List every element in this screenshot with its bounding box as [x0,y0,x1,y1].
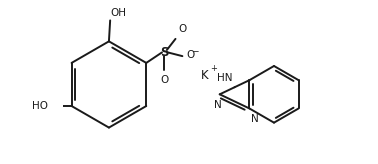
Text: S: S [160,46,169,59]
Text: O: O [160,75,169,85]
Text: +: + [210,64,217,73]
Text: HO: HO [33,101,48,111]
Text: O: O [178,24,187,34]
Text: N: N [251,114,259,124]
Text: K: K [201,69,209,82]
Text: −: − [191,46,198,55]
Text: N: N [214,100,222,110]
Text: OH: OH [111,8,127,18]
Text: O: O [186,50,194,60]
Text: HN: HN [217,73,232,83]
